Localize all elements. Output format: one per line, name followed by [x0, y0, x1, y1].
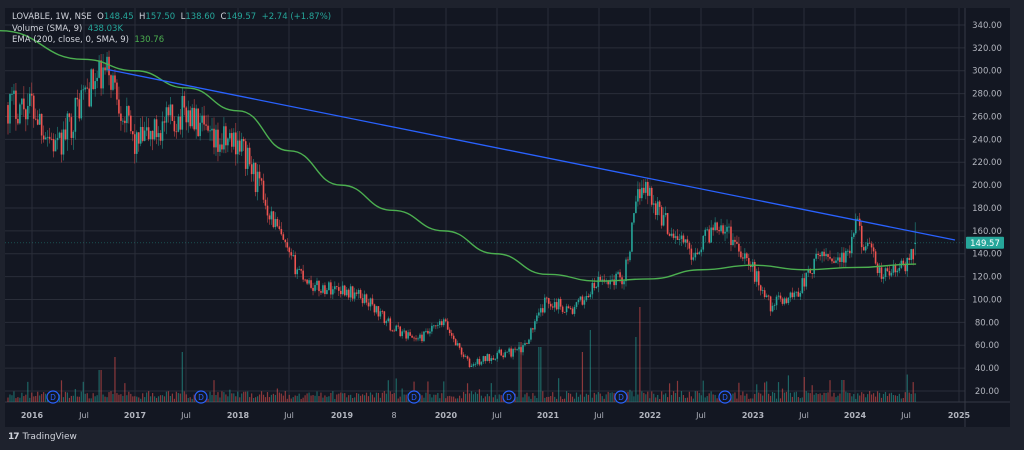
close-label: C [220, 12, 227, 22]
time-tick-label: Jul [593, 411, 604, 420]
price-tick-label: 320.00 [972, 44, 1002, 54]
dividend-marker-icon[interactable]: D [614, 390, 628, 404]
time-tick-label: Jul [180, 411, 191, 420]
close-value: 149.57 [226, 12, 257, 22]
dividend-marker-icon[interactable]: D [502, 390, 516, 404]
last-price-label: 149.57 [966, 236, 1004, 249]
price-tick-label: 140.00 [972, 250, 1002, 260]
time-tick-label: Jul [798, 411, 809, 420]
price-tick-label: 60.00 [975, 341, 999, 351]
time-tick-label: 2025 [948, 411, 971, 420]
price-tick-label: 20.00 [975, 387, 999, 397]
symbol-label[interactable]: LOVABLE, 1W, NSE [12, 12, 92, 22]
price-tick-label: 240.00 [972, 135, 1002, 145]
tradingview-footer[interactable]: 17 TradingView [8, 432, 77, 442]
price-tick-label: 180.00 [972, 204, 1002, 214]
candlestick-series[interactable] [7, 50, 916, 369]
dividend-marker-icon[interactable]: D [407, 390, 421, 404]
chart-legend: LOVABLE, 1W, NSE O148.45 H157.50 L138.60… [12, 12, 331, 47]
tradingview-logo-icon: 17 [8, 432, 19, 442]
price-tick-label: 220.00 [972, 158, 1002, 168]
svg-text:D: D [198, 393, 204, 402]
high-value: 157.50 [145, 12, 176, 22]
tradingview-brand: TradingView [22, 432, 77, 442]
dividend-marker-icon[interactable]: D [46, 390, 60, 404]
time-tick-label: Jul [695, 411, 706, 420]
price-tick-label: 80.00 [975, 318, 999, 328]
price-axis[interactable]: 340.00 320.00 300.00 280.00 260.00 240.00 220.… [972, 21, 1002, 397]
svg-text:D: D [411, 393, 417, 402]
volume-indicator-value: 438.03K [87, 23, 124, 34]
low-value: 138.60 [185, 12, 216, 22]
legend-ohlc-row: LOVABLE, 1W, NSE O148.45 H157.50 L138.60… [12, 12, 331, 24]
price-tick-label: 160.00 [972, 227, 1002, 237]
svg-text:D: D [506, 393, 512, 402]
svg-text:D: D [618, 393, 624, 402]
time-tick-label: Jul [283, 411, 294, 420]
svg-text:D: D [50, 393, 56, 402]
legend-volume-row[interactable]: Volume (SMA, 9) 438.03K [12, 24, 331, 36]
time-tick-label: Jul [78, 411, 89, 420]
time-tick-label: 2020 [435, 411, 458, 420]
price-tick-label: 200.00 [972, 181, 1002, 191]
price-tick-label: 120.00 [972, 273, 1002, 283]
time-tick-label: 8 [391, 411, 396, 420]
high-label: H [139, 12, 146, 22]
price-tick-label: 100.00 [972, 295, 1002, 305]
change-value: +2.74 (+1.87%) [261, 12, 332, 22]
svg-text:149.57: 149.57 [970, 239, 1000, 249]
open-value: 148.45 [103, 12, 134, 22]
time-tick-label: Jul [900, 411, 911, 420]
time-tick-label: 2019 [331, 411, 354, 420]
price-tick-label: 300.00 [972, 67, 1002, 77]
trendline-drawing[interactable] [107, 68, 956, 241]
price-tick-label: 40.00 [975, 364, 999, 374]
time-tick-label: 2018 [227, 411, 250, 420]
price-tick-label: 260.00 [972, 112, 1002, 122]
legend-ema-row[interactable]: EMA (200, close, 0, SMA, 9) 130.76 [12, 35, 331, 47]
dividend-marker-icon[interactable]: D [718, 390, 732, 404]
time-tick-label: 2023 [742, 411, 764, 420]
time-tick-label: 2017 [124, 411, 146, 420]
time-tick-label: 2022 [639, 411, 661, 420]
time-tick-label: 2024 [844, 411, 867, 420]
price-tick-label: 340.00 [972, 21, 1002, 31]
low-label: L [180, 12, 186, 22]
volume-indicator-label: Volume (SMA, 9) [12, 23, 83, 34]
time-tick-label: 2016 [21, 411, 44, 420]
dividend-marker-icon[interactable]: D [194, 390, 208, 404]
time-axis[interactable]: 2016 Jul 2017 Jul 2018 Jul 2019 8 2020 Jul 2021 Jul… [21, 411, 971, 420]
ema-indicator-value: 130.76 [134, 35, 165, 45]
time-tick-label: Jul [491, 411, 502, 420]
ema-indicator-label: EMA (200, close, 0, SMA, 9) [12, 35, 129, 45]
open-label: O [97, 12, 104, 22]
price-tick-label: 280.00 [972, 90, 1002, 100]
time-tick-label: 2021 [537, 411, 560, 420]
ema-line[interactable] [0, 30, 917, 282]
svg-text:D: D [722, 393, 728, 402]
